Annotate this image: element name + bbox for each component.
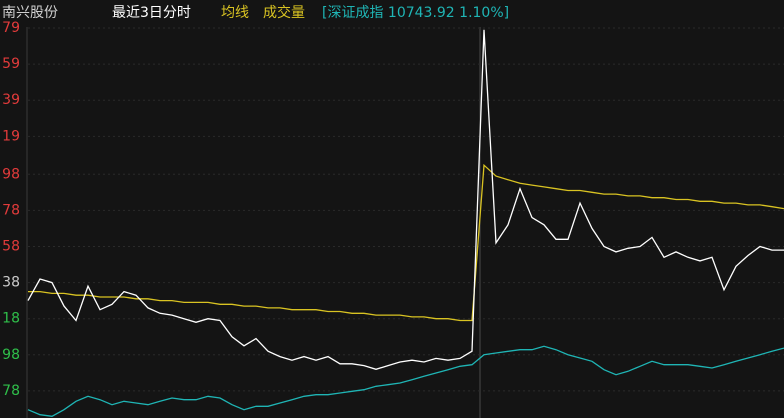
period-label: 最近3日分时 [112, 5, 191, 21]
y-tick-label: 58 [2, 238, 20, 254]
y-tick-label: 19 [2, 128, 20, 144]
y-tick-label: 59 [2, 56, 20, 72]
series-line [27, 345, 784, 417]
series-line [28, 163, 784, 322]
y-tick-label: 98 [2, 347, 20, 363]
y-tick-label: 39 [2, 92, 20, 108]
index-label: [深证成指 10743.92 1.10%] [322, 5, 509, 21]
y-tick-label: 78 [2, 202, 20, 218]
volume-label: 成交量 [263, 4, 305, 21]
y-tick-label: 78 [2, 383, 20, 399]
y-tick-label: 98 [2, 166, 20, 182]
y-tick-label: 18 [2, 311, 20, 327]
y-tick-label: 79 [2, 20, 20, 36]
series-line [27, 29, 784, 370]
stock-name: 南兴股份 [2, 5, 58, 21]
y-tick-label: 38 [2, 275, 20, 291]
legend-avg: 均线 [221, 5, 249, 21]
